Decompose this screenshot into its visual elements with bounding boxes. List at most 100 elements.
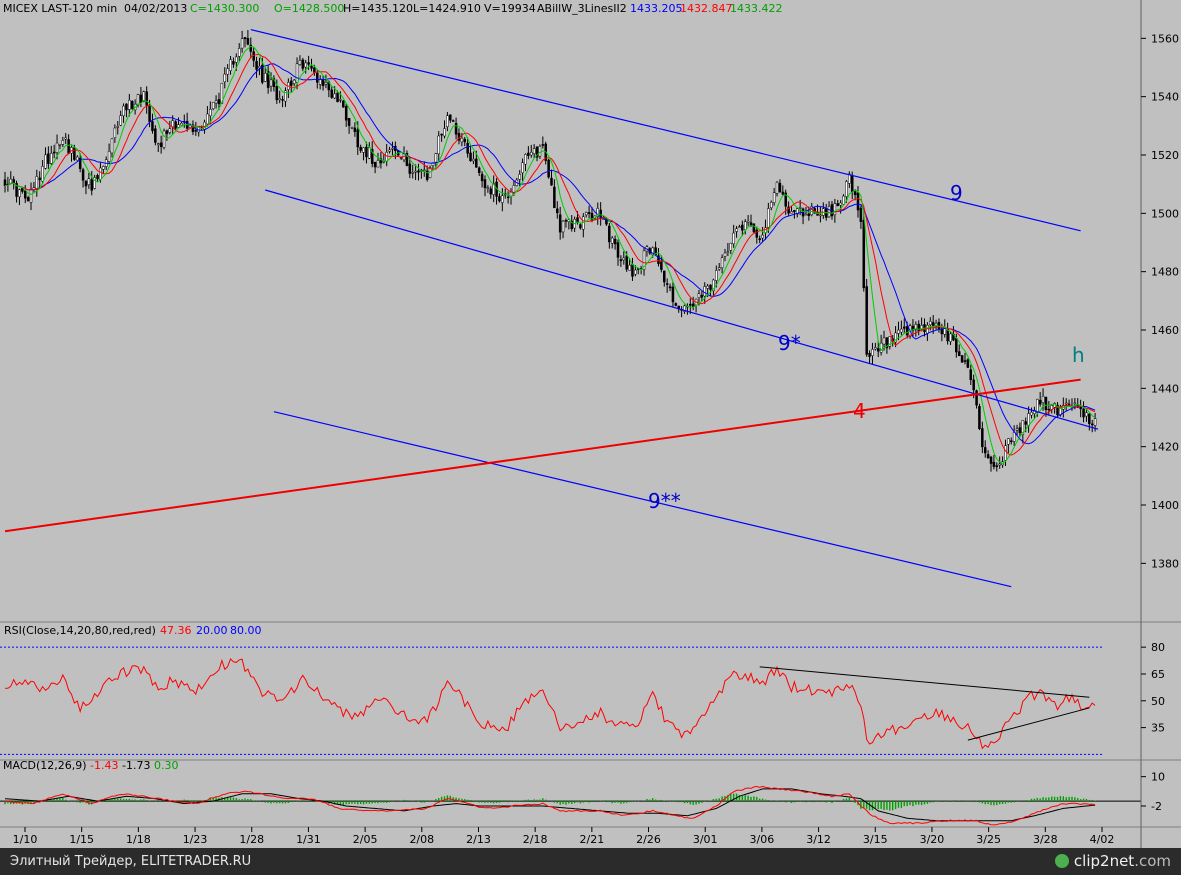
date-axis-label: 3/20 (920, 833, 945, 846)
rsi-header-label: RSI(Close,14,20,80,red,red) (4, 624, 156, 637)
candle-up (1073, 402, 1077, 405)
candle-up (651, 247, 654, 256)
candle-down (451, 120, 455, 122)
candle-down (616, 242, 620, 258)
price-axis-label: 1480 (1151, 266, 1179, 279)
candle-up (237, 48, 241, 57)
candle-up (269, 79, 273, 87)
candle-up (871, 349, 874, 356)
candle-up (99, 167, 102, 180)
macd-axis-label: 10 (1151, 771, 1165, 784)
channel-trendline (250, 29, 1081, 232)
candle-up (1085, 412, 1088, 417)
candle-up (295, 63, 299, 83)
candle-down (1056, 404, 1059, 416)
candle-down (995, 465, 999, 468)
candle-down (709, 284, 712, 290)
candle-up (697, 293, 701, 299)
candle-down (356, 129, 360, 148)
candle-down (353, 127, 357, 132)
candle-down (159, 142, 163, 147)
candle-down (625, 255, 628, 270)
candle-up (561, 220, 565, 233)
candle-down (498, 196, 501, 202)
candle-up (642, 250, 646, 270)
rsi-trendline (967, 707, 1090, 741)
candle-down (1044, 396, 1048, 411)
candle-down (289, 80, 293, 86)
candle-down (272, 78, 276, 87)
candle-down (246, 38, 250, 45)
candle-down (663, 270, 666, 283)
candle-up (214, 100, 218, 104)
price-header-blue-value: 1433.205 (630, 2, 683, 15)
price-axis-label: 1540 (1151, 91, 1179, 104)
candle-up (1064, 402, 1068, 405)
candle-up (391, 148, 394, 150)
candle-up (486, 187, 490, 189)
candle-up (596, 208, 600, 217)
price-axis-label: 1380 (1151, 557, 1179, 570)
candle-up (949, 333, 952, 342)
candle-up (888, 336, 892, 347)
candle-up (122, 105, 125, 116)
channel-mid-label: 9* (778, 331, 801, 355)
candle-up (894, 332, 897, 343)
candle-up (385, 151, 388, 162)
candle-up (29, 188, 33, 203)
candle-up (318, 79, 322, 85)
candle-up (278, 98, 281, 101)
candle-down (579, 224, 582, 229)
date-axis-label: 4/02 (1090, 833, 1115, 846)
candle-up (735, 228, 738, 232)
rsi-header-low: 20.00 (196, 624, 228, 637)
date-axis-label: 1/10 (13, 833, 38, 846)
candle-down (463, 138, 467, 143)
candle-down (1009, 440, 1013, 442)
candle-up (443, 128, 446, 137)
candle-down (778, 183, 782, 193)
date-axis-label: 2/21 (579, 833, 604, 846)
candle-down (165, 130, 169, 135)
moving-average-green (4, 45, 1096, 464)
price-header-high: H=1435.120 (343, 2, 413, 15)
candle-up (35, 176, 39, 190)
candle-up (382, 160, 386, 163)
candle-down (81, 169, 85, 181)
candle-down (483, 179, 487, 189)
candle-up (524, 154, 527, 165)
candle-up (168, 128, 172, 133)
price-axis-label: 1400 (1151, 499, 1179, 512)
candle-down (12, 179, 15, 184)
candle-up (136, 94, 140, 106)
candle-up (180, 123, 183, 126)
candle-down (541, 144, 545, 146)
candle-down (38, 177, 41, 181)
candle-up (746, 220, 750, 223)
candle-down (535, 146, 539, 158)
candle-up (107, 151, 111, 162)
date-axis-label: 3/25 (976, 833, 1001, 846)
brand-logo[interactable]: clip2net.com (1054, 852, 1171, 870)
candle-down (911, 325, 915, 331)
candle-up (1004, 445, 1007, 461)
candle-up (1012, 431, 1016, 442)
candle-up (538, 146, 542, 157)
candle-down (336, 92, 339, 103)
candle-up (206, 113, 209, 125)
candle-up (518, 174, 521, 180)
price-axis-label: 1500 (1151, 207, 1179, 220)
candle-up (772, 192, 776, 203)
channel-trendline (273, 411, 1012, 588)
candle-up (61, 140, 65, 145)
candle-down (3, 179, 7, 186)
candle-down (151, 121, 154, 132)
macd-header-label: MACD(12,26,9) (3, 759, 87, 772)
candle-down (373, 161, 377, 168)
candle-up (769, 201, 773, 209)
bottom-bar: Элитный Трейдер, ELITETRADER.RU clip2net… (0, 848, 1181, 875)
candle-down (1067, 403, 1071, 406)
candle-down (972, 379, 975, 391)
candle-up (50, 153, 53, 164)
candle-down (691, 303, 695, 307)
